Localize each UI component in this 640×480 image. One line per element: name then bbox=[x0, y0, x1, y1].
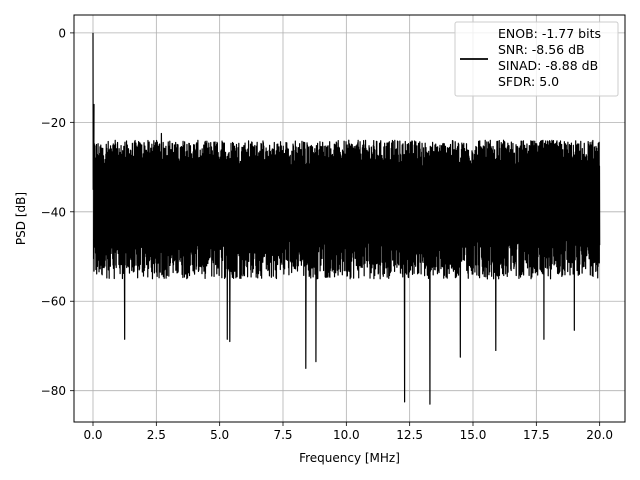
y-tick-label: −40 bbox=[41, 205, 66, 219]
y-tick-label: −60 bbox=[41, 295, 66, 309]
axes-frame bbox=[73, 14, 626, 423]
x-tick-label: 17.5 bbox=[523, 428, 550, 442]
legend-box bbox=[454, 21, 619, 97]
legend: ENOB: -1.77 bits SNR: -8.56 dB SINAD: -8.8… bbox=[454, 21, 619, 97]
x-tick-label: 12.5 bbox=[396, 428, 423, 442]
y-tick-label: −80 bbox=[41, 384, 66, 398]
x-tick-label: 7.5 bbox=[273, 428, 292, 442]
x-tick-label: 5.0 bbox=[210, 428, 229, 442]
x-tick-label: 2.5 bbox=[147, 428, 166, 442]
y-axis-ticks: 0 −20 −40 −60 −80 bbox=[41, 26, 74, 398]
y-tick-label: −20 bbox=[41, 116, 66, 130]
plot-area bbox=[92, 32, 601, 405]
legend-label: ENOB: -1.77 bits SNR: -8.56 dB SINAD: -8.8… bbox=[498, 26, 601, 89]
x-tick-label: 20.0 bbox=[586, 428, 613, 442]
y-axis-label: PSD [dB] bbox=[14, 192, 28, 245]
y-tick-label: 0 bbox=[58, 26, 66, 40]
x-axis-ticks: 0.0 2.5 5.0 7.5 10.0 12.5 15.0 17.5 20.0 bbox=[83, 422, 613, 442]
x-tick-label: 0.0 bbox=[83, 428, 102, 442]
x-tick-label: 15.0 bbox=[460, 428, 487, 442]
x-axis-label: Frequency [MHz] bbox=[299, 451, 400, 465]
x-tick-label: 10.0 bbox=[333, 428, 360, 442]
psd-series-line bbox=[92, 32, 601, 405]
